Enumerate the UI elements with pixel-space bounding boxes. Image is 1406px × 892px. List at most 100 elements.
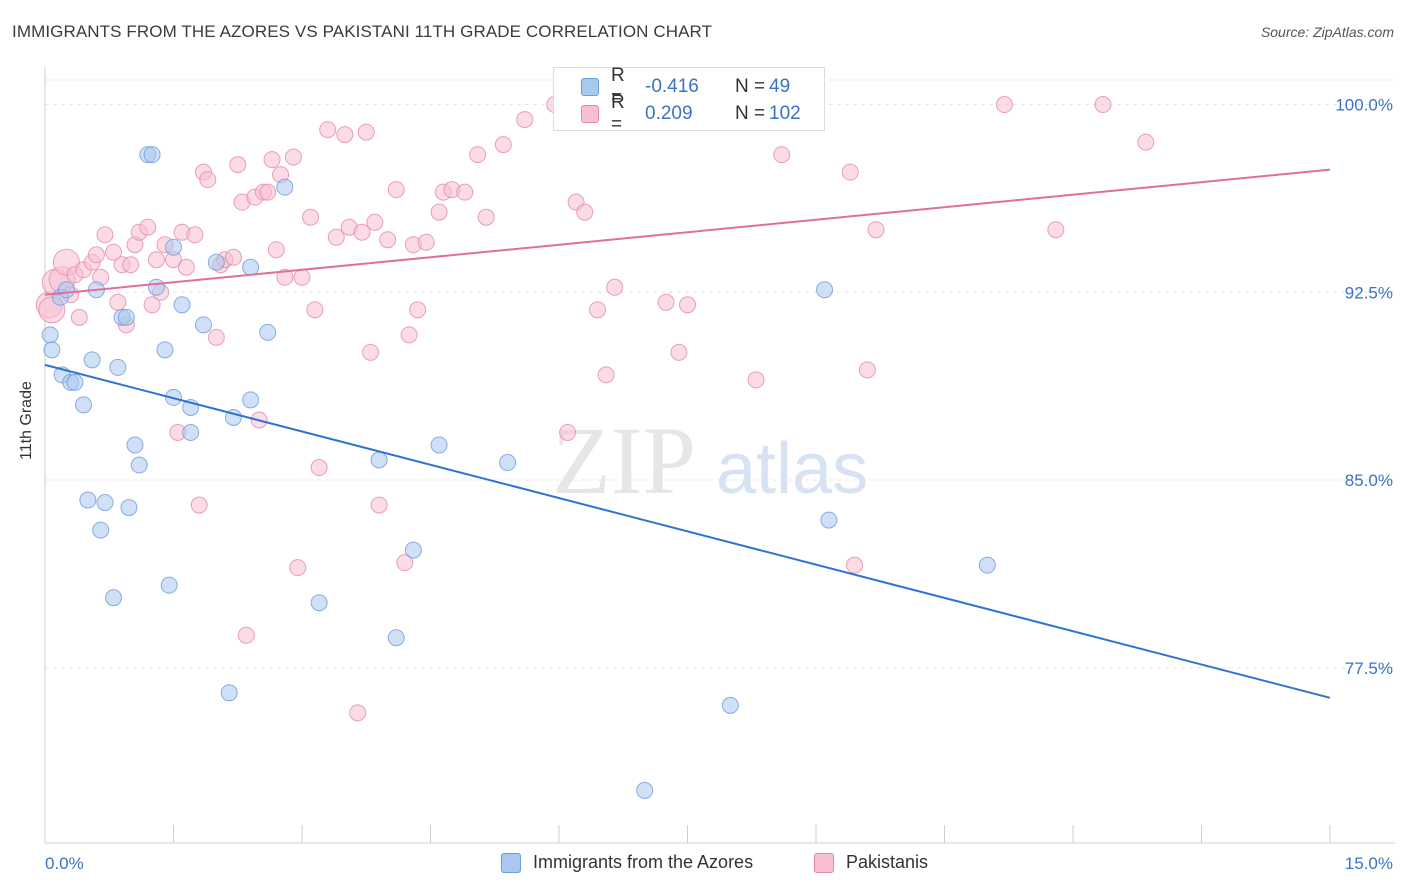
- data-point: [417, 233, 435, 251]
- legend-n-value: 49: [769, 76, 791, 97]
- data-point: [1137, 133, 1155, 151]
- data-point: [362, 343, 380, 361]
- data-point: [177, 258, 195, 276]
- bottom-legend-swatch-azores: [501, 852, 521, 873]
- data-point: [182, 423, 200, 441]
- legend-n-label: N =: [735, 76, 766, 97]
- watermark-atlas: atlas: [716, 429, 868, 509]
- data-point: [396, 554, 414, 572]
- data-point: [289, 559, 307, 577]
- x-tick-label-min: 0.0%: [45, 854, 84, 873]
- data-point: [995, 96, 1013, 114]
- data-point: [57, 281, 75, 299]
- data-point: [41, 326, 59, 344]
- data-point: [820, 511, 838, 529]
- bottom-legend-label-azores: Immigrants from the Azores: [533, 852, 754, 872]
- data-point: [978, 556, 996, 574]
- data-point: [400, 326, 418, 344]
- data-point: [846, 556, 864, 574]
- legend-n-label: N =: [735, 103, 766, 124]
- data-point: [75, 396, 93, 414]
- data-point: [409, 301, 427, 319]
- data-point: [841, 163, 859, 181]
- bottom-legend-label-pakistanis: Pakistanis: [846, 852, 929, 872]
- y-tick-label: 100.0%: [1335, 96, 1393, 115]
- legend-row-pakistanis: R = 0.209 N = 102: [554, 92, 801, 135]
- data-point: [327, 228, 345, 246]
- data-point: [302, 208, 320, 226]
- data-point: [117, 308, 135, 326]
- data-point: [199, 171, 217, 189]
- data-point: [858, 361, 876, 379]
- y-tick-label: 85.0%: [1345, 471, 1393, 490]
- bottom-legend-azores[interactable]: Immigrants from the Azores: [501, 852, 753, 873]
- legend-r-value: -0.416: [645, 76, 699, 97]
- data-point: [336, 126, 354, 144]
- data-point: [276, 178, 294, 196]
- data-point: [559, 423, 577, 441]
- data-point: [456, 183, 474, 201]
- data-point: [1047, 221, 1065, 239]
- data-point: [319, 121, 337, 139]
- bottom-legend-swatch-pakistanis: [814, 852, 834, 873]
- data-point: [160, 576, 178, 594]
- data-point: [122, 256, 140, 274]
- data-point: [224, 248, 242, 266]
- data-point: [147, 251, 165, 269]
- legend-r-label: R =: [611, 92, 625, 135]
- legend-r-value: 0.209: [645, 103, 693, 124]
- data-point: [96, 494, 114, 512]
- data-point: [310, 459, 328, 477]
- data-point: [576, 203, 594, 221]
- data-point: [589, 301, 607, 319]
- y-tick-label: 92.5%: [1345, 283, 1393, 302]
- data-point: [469, 146, 487, 164]
- data-point: [516, 111, 534, 129]
- data-point: [1094, 96, 1112, 114]
- data-point: [867, 221, 885, 239]
- data-point: [66, 373, 84, 391]
- data-point: [259, 183, 277, 201]
- data-point: [87, 246, 105, 264]
- data-point: [79, 491, 97, 509]
- data-point: [370, 496, 388, 514]
- data-point: [430, 436, 448, 454]
- legend-r-label: R =: [611, 65, 625, 108]
- data-point: [130, 456, 148, 474]
- legend-row-azores: R = -0.416 N = 49: [554, 65, 791, 108]
- data-point: [816, 281, 834, 299]
- data-point: [143, 146, 161, 164]
- data-point: [207, 253, 225, 271]
- data-point: [267, 241, 285, 259]
- y-tick-label: 77.5%: [1345, 659, 1393, 678]
- source-credit: Source: ZipAtlas.com: [1260, 24, 1394, 40]
- watermark-zip: ZIP: [552, 407, 696, 514]
- data-point: [109, 358, 127, 376]
- axes: [44, 67, 1395, 844]
- data-point: [105, 243, 123, 261]
- legend-swatch-azores: [581, 78, 599, 96]
- data-point: [105, 589, 123, 607]
- correlation-legend: R = -0.416 N = 49 R = 0.209 N = 102: [553, 65, 825, 135]
- data-point: [606, 278, 624, 296]
- data-point: [237, 626, 255, 644]
- data-point: [404, 541, 422, 559]
- data-point: [190, 496, 208, 514]
- trend-lines: [44, 168, 1331, 699]
- data-point: [349, 704, 367, 722]
- data-point: [370, 451, 388, 469]
- data-point: [120, 499, 138, 517]
- zipatlas-watermark: ZIP atlas: [552, 407, 868, 514]
- bottom-legend-pakistanis[interactable]: Pakistanis: [814, 852, 928, 873]
- data-point: [276, 268, 294, 286]
- data-point: [165, 238, 182, 256]
- data-point: [353, 223, 371, 241]
- data-point: [499, 454, 517, 472]
- data-point: [43, 341, 61, 359]
- grid-lines: [45, 79, 1395, 669]
- data-point: [293, 268, 311, 286]
- x-tick-label-max: 15.0%: [1345, 854, 1393, 873]
- data-point: [597, 366, 615, 384]
- data-point: [139, 218, 157, 236]
- data-point: [229, 156, 247, 174]
